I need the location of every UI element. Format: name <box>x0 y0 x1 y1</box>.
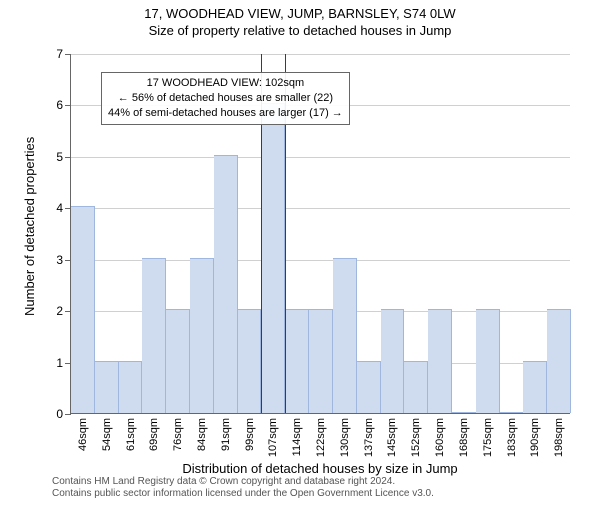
y-tick <box>65 54 71 55</box>
chart-title: Size of property relative to detached ho… <box>0 23 600 38</box>
histogram-bar <box>357 361 381 413</box>
x-tick-label: 190sqm <box>529 418 541 457</box>
histogram-bar <box>190 258 214 413</box>
histogram-bar <box>381 309 405 413</box>
x-tick-label: 145sqm <box>386 418 398 457</box>
y-tick-label: 1 <box>43 356 63 370</box>
x-tick-label: 61sqm <box>125 418 137 451</box>
y-tick-label: 2 <box>43 304 63 318</box>
histogram-bar <box>309 309 333 413</box>
x-tick-label: 198sqm <box>553 418 565 457</box>
y-tick <box>65 157 71 158</box>
gridline <box>71 208 570 209</box>
y-tick-label: 3 <box>43 253 63 267</box>
x-axis-title: Distribution of detached houses by size … <box>70 461 570 476</box>
histogram-bar <box>238 309 262 413</box>
chart-plot-area: 0123456746sqm54sqm61sqm69sqm76sqm84sqm91… <box>70 54 570 414</box>
y-tick-label: 7 <box>43 47 63 61</box>
x-tick-label: 84sqm <box>196 418 208 451</box>
gridline <box>71 54 570 55</box>
histogram-bar <box>166 309 190 413</box>
y-tick-label: 6 <box>43 98 63 112</box>
y-tick <box>65 105 71 106</box>
histogram-bar <box>428 309 452 413</box>
footer-line-1: Contains HM Land Registry data © Crown c… <box>52 476 582 488</box>
histogram-bar <box>333 258 357 413</box>
x-tick-label: 91sqm <box>220 418 232 451</box>
x-tick-label: 114sqm <box>291 418 303 456</box>
x-tick-label: 152sqm <box>410 418 422 457</box>
histogram-bar <box>214 155 238 413</box>
y-tick-label: 5 <box>43 150 63 164</box>
x-tick-label: 130sqm <box>339 418 351 457</box>
x-tick-label: 122sqm <box>315 418 327 457</box>
x-tick-label: 46sqm <box>77 418 89 451</box>
gridline <box>71 157 570 158</box>
annotation-line-2: ← 56% of detached houses are smaller (22… <box>108 91 343 106</box>
x-tick-label: 183sqm <box>506 418 518 457</box>
y-tick-label: 4 <box>43 201 63 215</box>
x-tick-label: 69sqm <box>148 418 160 451</box>
histogram-bar <box>476 309 500 413</box>
annotation-box: 17 WOODHEAD VIEW: 102sqm ← 56% of detach… <box>101 72 350 125</box>
histogram-bar <box>71 206 95 413</box>
x-tick-label: 107sqm <box>267 418 279 457</box>
annotation-line-3: 44% of semi-detached houses are larger (… <box>108 106 343 121</box>
x-tick-label: 175sqm <box>482 418 494 457</box>
y-axis-title: Number of detached properties <box>22 137 37 316</box>
y-tick-label: 0 <box>43 407 63 421</box>
chart-supertitle: 17, WOODHEAD VIEW, JUMP, BARNSLEY, S74 0… <box>0 6 600 21</box>
annotation-line-1: 17 WOODHEAD VIEW: 102sqm <box>108 76 343 91</box>
histogram-bar <box>142 258 166 413</box>
histogram-bar <box>547 309 571 413</box>
footer-line-2: Contains public sector information licen… <box>52 488 582 500</box>
x-tick-label: 76sqm <box>172 418 184 451</box>
x-tick-label: 160sqm <box>434 418 446 457</box>
x-tick-label: 99sqm <box>244 418 256 451</box>
histogram-bar <box>404 361 428 413</box>
histogram-bar <box>523 361 547 413</box>
histogram-bar <box>452 412 476 413</box>
footer-attribution: Contains HM Land Registry data © Crown c… <box>52 476 582 500</box>
histogram-bar <box>95 361 119 413</box>
y-tick <box>65 414 71 415</box>
histogram-bar <box>285 309 309 413</box>
histogram-bar <box>119 361 143 413</box>
x-tick-label: 54sqm <box>101 418 113 451</box>
histogram-bar <box>500 412 524 413</box>
x-tick-label: 137sqm <box>363 418 375 457</box>
x-tick-label: 168sqm <box>458 418 470 457</box>
